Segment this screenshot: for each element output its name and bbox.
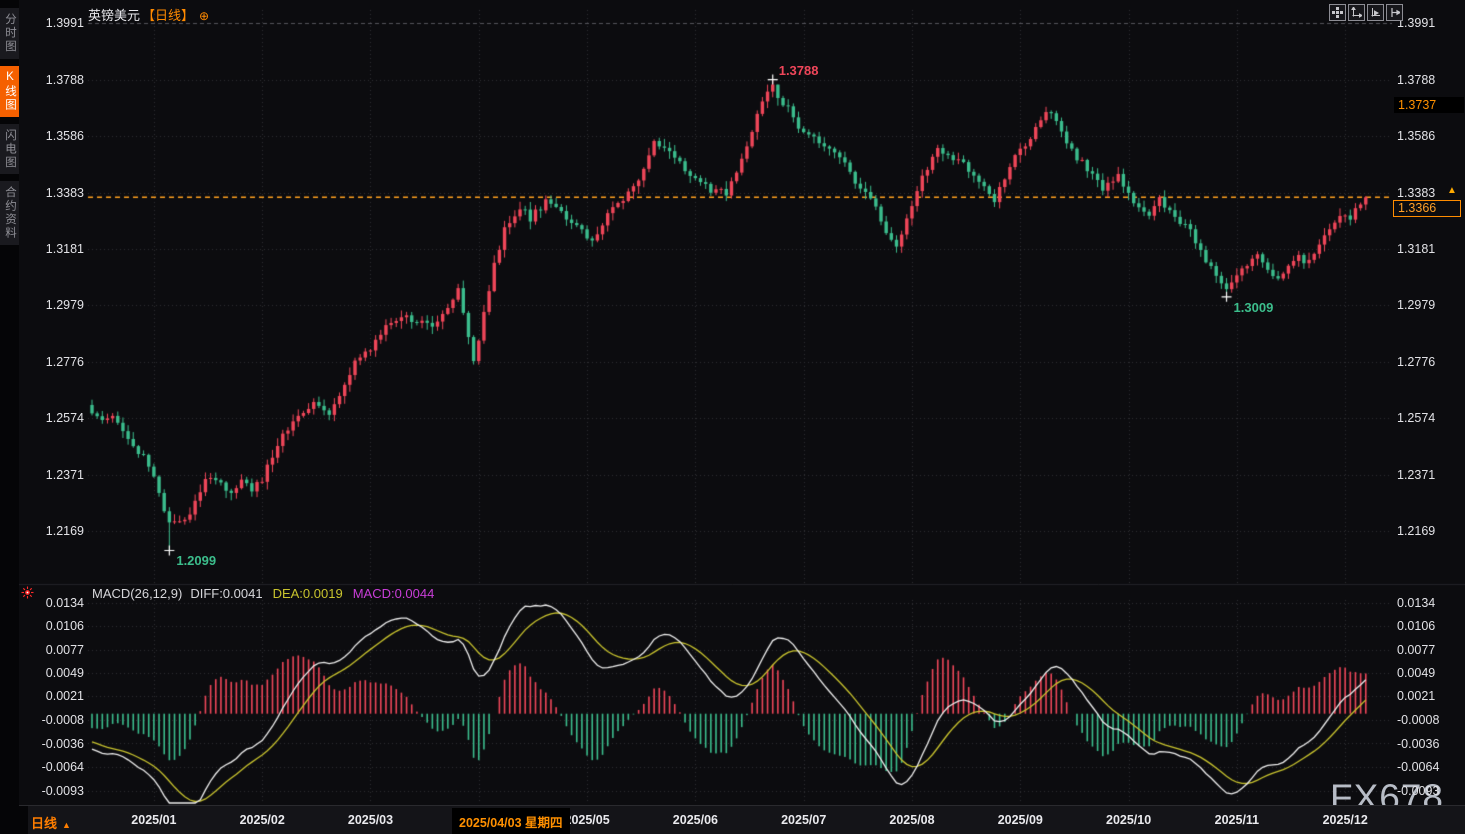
- price-tick-right: 1.2776: [1397, 354, 1436, 369]
- selected-date-badge: 2025/04/03 星期四: [452, 808, 570, 834]
- sidebar-tab-1[interactable]: 分时图: [0, 8, 19, 59]
- price-tick-left: 1.3181: [45, 241, 84, 256]
- macd-tick-left: -0.0064: [41, 759, 84, 774]
- price-tick-left: 1.3788: [45, 72, 84, 87]
- price-tick-right: 1.3788: [1397, 72, 1436, 87]
- price-tick-right: 1.3181: [1397, 241, 1436, 256]
- macd-tick-right: 0.0049: [1397, 666, 1436, 681]
- swing-low-annotation: 1.3009: [1233, 299, 1274, 315]
- macd-params-label: MACD(26,12,9): [92, 586, 183, 601]
- macd-tick-right: -0.0093: [1397, 783, 1440, 798]
- price-tick-left: 1.2371: [45, 467, 84, 482]
- indicator-settings-icon[interactable]: [21, 586, 34, 604]
- period-up-arrow-icon: ▲: [62, 820, 71, 830]
- macd-tick-right: -0.0064: [1397, 759, 1440, 774]
- price-tick-right: 1.3383: [1397, 185, 1436, 200]
- month-label: 2025/12: [1322, 813, 1368, 827]
- macd-tick-right: 0.0021: [1397, 689, 1436, 704]
- price-tick-right: 1.2574: [1397, 411, 1436, 426]
- price-tick-left: 1.2979: [45, 298, 84, 313]
- macd-tick-left: 0.0077: [45, 643, 84, 658]
- period-tag: 【日线】: [142, 8, 195, 23]
- period-label: 日线: [31, 816, 58, 831]
- price-tick-right: 1.2169: [1397, 524, 1436, 538]
- price-tick-left: 1.3383: [45, 185, 84, 200]
- month-label: 2025/07: [781, 813, 827, 827]
- price-tick-left: 1.3991: [45, 16, 84, 30]
- macd-tick-right: 0.0106: [1397, 619, 1436, 634]
- month-label: 2025/10: [1106, 813, 1152, 827]
- add-symbol-icon[interactable]: ⊕: [199, 9, 210, 23]
- price-marker-upper: 1.3737: [1394, 96, 1464, 113]
- month-label: 2025/08: [889, 813, 935, 827]
- macd-dea-value: DEA:0.0019: [272, 586, 343, 601]
- macd-tick-left: -0.0093: [41, 783, 84, 798]
- price-tick-right: 1.2371: [1397, 467, 1436, 482]
- scale-both-axes-icon[interactable]: [1348, 4, 1365, 21]
- price-tick-right: 1.3586: [1397, 128, 1436, 143]
- price-tick-left: 1.2169: [45, 524, 84, 538]
- macd-tick-left: 0.0134: [45, 596, 84, 610]
- price-tick-left: 1.2776: [45, 354, 84, 369]
- macd-tick-right: -0.0036: [1397, 736, 1440, 751]
- macd-tick-right: -0.0008: [1397, 713, 1440, 728]
- scale-price-axis-icon[interactable]: [1367, 4, 1384, 21]
- price-tick-right: 1.2979: [1397, 298, 1436, 313]
- macd-tick-right: 0.0077: [1397, 643, 1436, 658]
- macd-tick-right: 0.0134: [1397, 596, 1436, 610]
- month-label: 2025/06: [672, 813, 718, 827]
- move-crosshair-icon[interactable]: [1329, 4, 1346, 21]
- macd-header: MACD(26,12,9) DIFF:0.0041 DEA:0.0019 MACD:0…: [92, 586, 434, 601]
- macd-tick-left: -0.0008: [41, 713, 84, 728]
- sidebar-tab-strip: 分时图 K线图闪电图合约资料: [0, 0, 19, 834]
- month-label: 2025/01: [131, 813, 177, 827]
- current-price-marker: 1.3366: [1393, 200, 1461, 218]
- sidebar-tab-4[interactable]: 合约资料: [0, 181, 19, 245]
- month-label: 2025/02: [239, 813, 285, 827]
- low-price-annotation: 1.2099: [176, 553, 217, 569]
- macd-hist-value: MACD:0.0044: [352, 586, 435, 601]
- macd-tick-left: 0.0106: [45, 619, 84, 634]
- symbol-name: 英镑美元: [88, 8, 141, 23]
- sidebar-tab-2[interactable]: K线图: [0, 65, 19, 117]
- month-label: 2025/03: [347, 813, 394, 827]
- macd-diff-value: DIFF:0.0041: [190, 586, 263, 601]
- period-selector[interactable]: 日线 ▲: [31, 813, 71, 832]
- high-price-annotation: 1.3788: [778, 62, 819, 78]
- month-label: 2025/05: [564, 813, 610, 827]
- macd-tick-left: -0.0036: [41, 736, 84, 751]
- month-label: 2025/11: [1214, 813, 1260, 827]
- macd-tick-left: 0.0021: [45, 689, 84, 704]
- price-up-arrow-icon: ▲: [1447, 185, 1457, 196]
- price-tick-left: 1.3586: [45, 128, 84, 143]
- month-label: 2025/09: [997, 813, 1043, 827]
- chart-toolbar: [1329, 4, 1403, 21]
- macd-tick-left: 0.0049: [45, 666, 84, 681]
- pan-right-icon[interactable]: [1386, 4, 1403, 21]
- price-tick-left: 1.2574: [45, 411, 84, 426]
- price-tick-right: 1.3991: [1397, 16, 1436, 30]
- time-axis-bar: 日线▲ 2025/012025/022025/032025/042025/052…: [0, 805, 1465, 834]
- chart-title: 英镑美元 【日线】 ⊕: [88, 5, 209, 24]
- sidebar-tab-3[interactable]: 闪电图: [0, 123, 19, 174]
